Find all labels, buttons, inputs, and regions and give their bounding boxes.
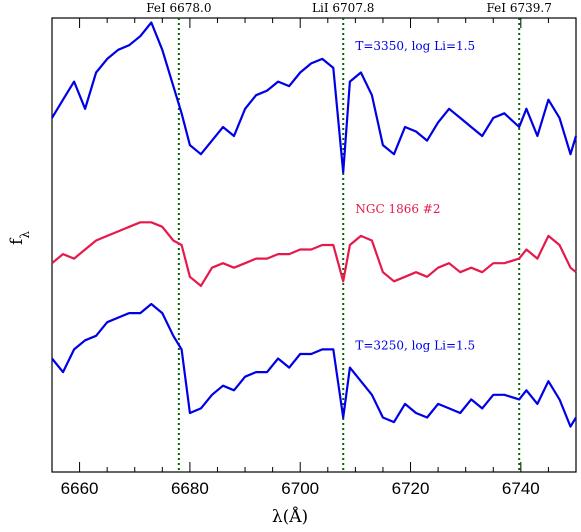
series-lines	[51, 21, 578, 428]
series-annotation-1: NGC 1866 #2	[355, 202, 440, 216]
line-marker-label-1: LiI 6707.8	[312, 1, 374, 15]
line-marker-label-0: FeI 6678.0	[146, 1, 211, 15]
series-line-1	[51, 221, 577, 287]
series-annotation-0: T=3350, log Li=1.5	[355, 39, 475, 53]
line-markers: FeI 6678.0 LiI 6707.8 FeI 6739.7	[146, 1, 552, 472]
plot-frame	[51, 17, 577, 473]
y-axis-title: fλ	[7, 231, 32, 245]
series-annotations: T=3350, log Li=1.5 NGC 1866 #2 T=3250, log…	[355, 39, 475, 353]
x-tick-label-4: 6740	[502, 479, 540, 498]
series-annotation-2: T=3250, log Li=1.5	[355, 338, 475, 352]
x-tick-label-3: 6720	[392, 479, 430, 498]
line-marker-label-2: FeI 6739.7	[487, 1, 552, 15]
plot-border	[51, 17, 577, 473]
series-line-0	[51, 21, 578, 174]
x-tick-label-1: 6680	[171, 479, 209, 498]
series-line-2	[51, 302, 577, 428]
x-axis-title: λ(Å)	[272, 506, 308, 527]
x-tick-label-2: 6700	[281, 479, 319, 498]
x-tick-label-0: 6660	[61, 479, 99, 498]
x-axis-ticks: 6660 6680 6700 6720 6740	[51, 18, 577, 498]
